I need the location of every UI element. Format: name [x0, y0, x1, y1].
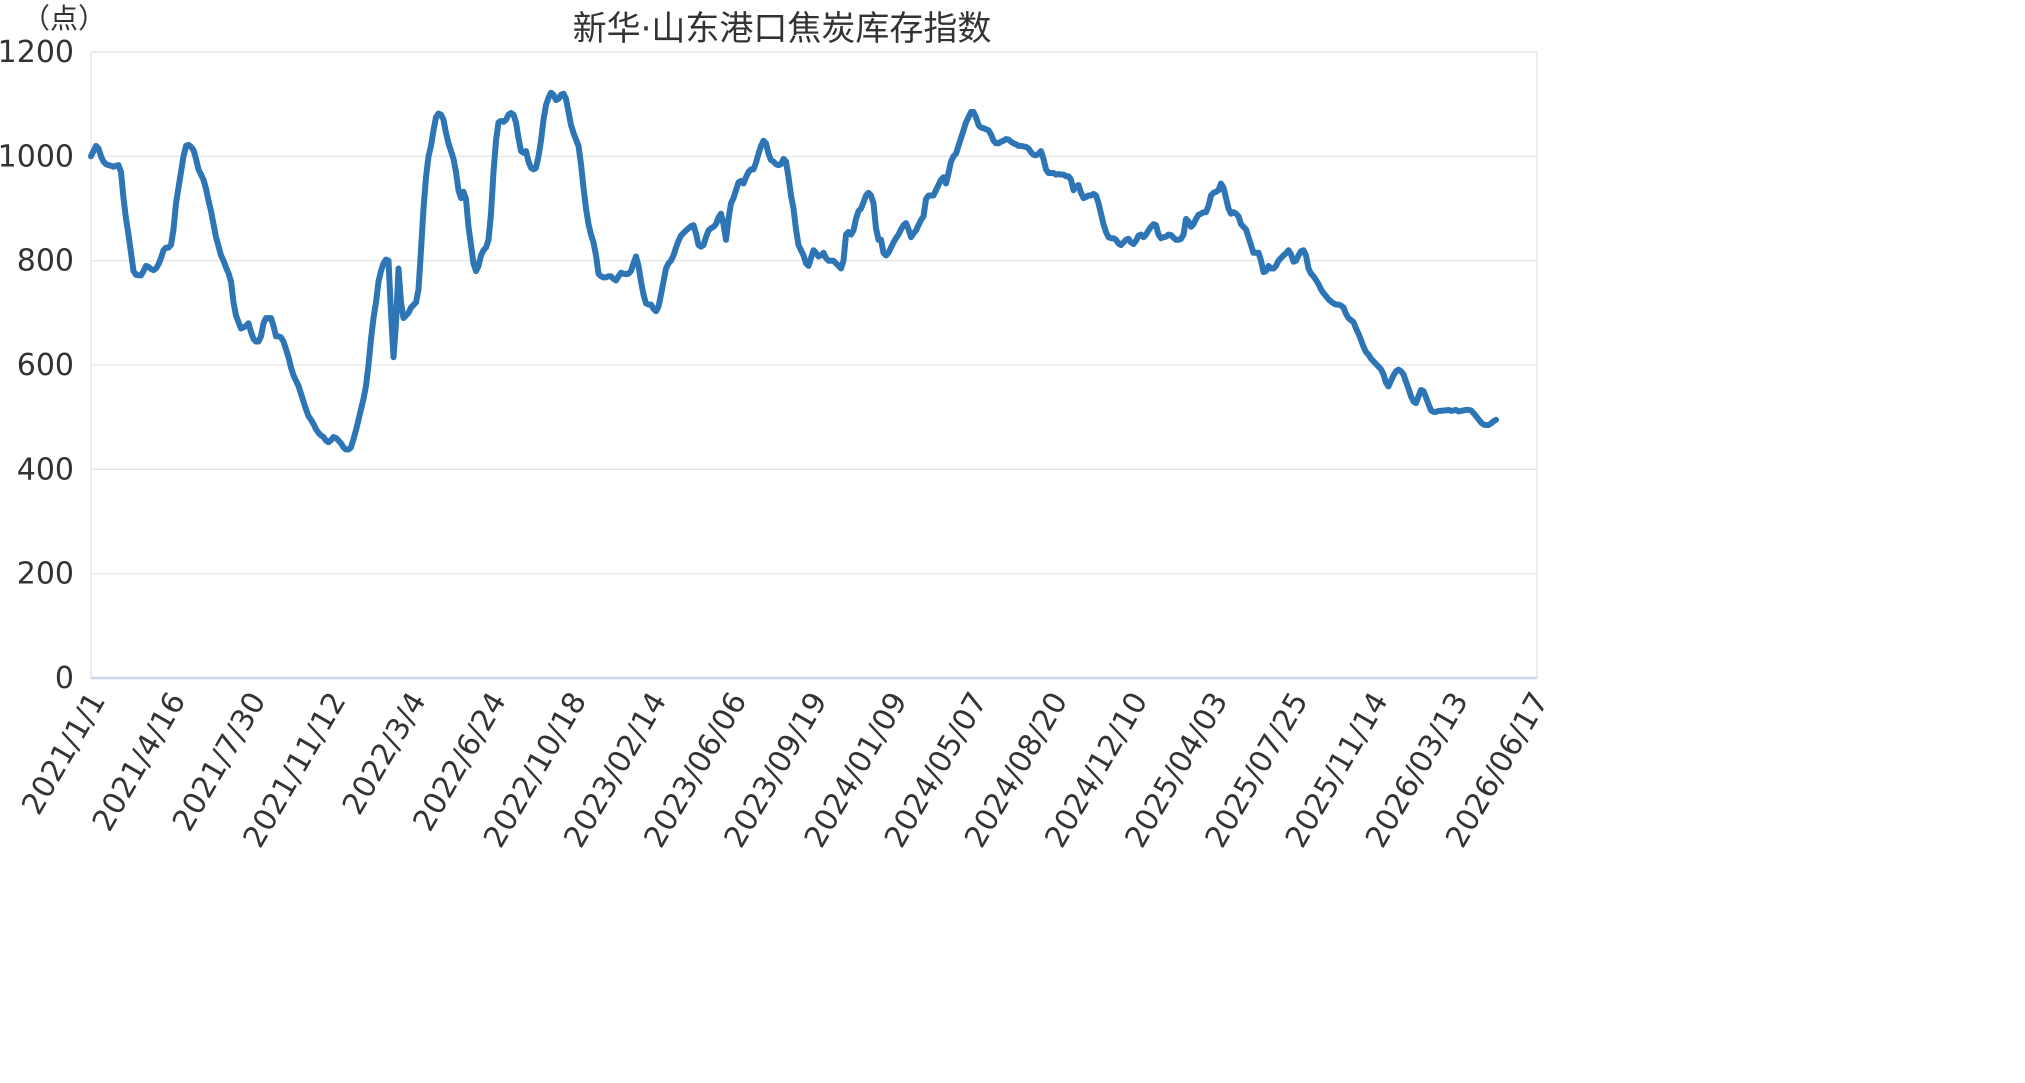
y-axis: 0 200 400 600 800 1000 1200: [0, 35, 74, 696]
y-tick-label: 0: [55, 661, 74, 696]
y-tick-label: 600: [17, 348, 74, 383]
grid-layer: [91, 51, 1537, 575]
y-tick-label: 200: [17, 557, 74, 592]
y-tick-label: 1200: [0, 35, 74, 70]
series-line-0: [88, 89, 1499, 453]
y-axis-unit: （点）: [22, 2, 106, 35]
x-axis: 2021/1/12021/4/162021/7/302021/11/122022…: [15, 686, 1556, 853]
chart-title: 新华·山东港口焦炭库存指数: [573, 9, 992, 49]
y-tick-label: 800: [17, 244, 74, 279]
series-layer: [88, 89, 1499, 453]
y-tick-label: 1000: [0, 139, 74, 174]
y-tick-label: 400: [17, 452, 74, 487]
